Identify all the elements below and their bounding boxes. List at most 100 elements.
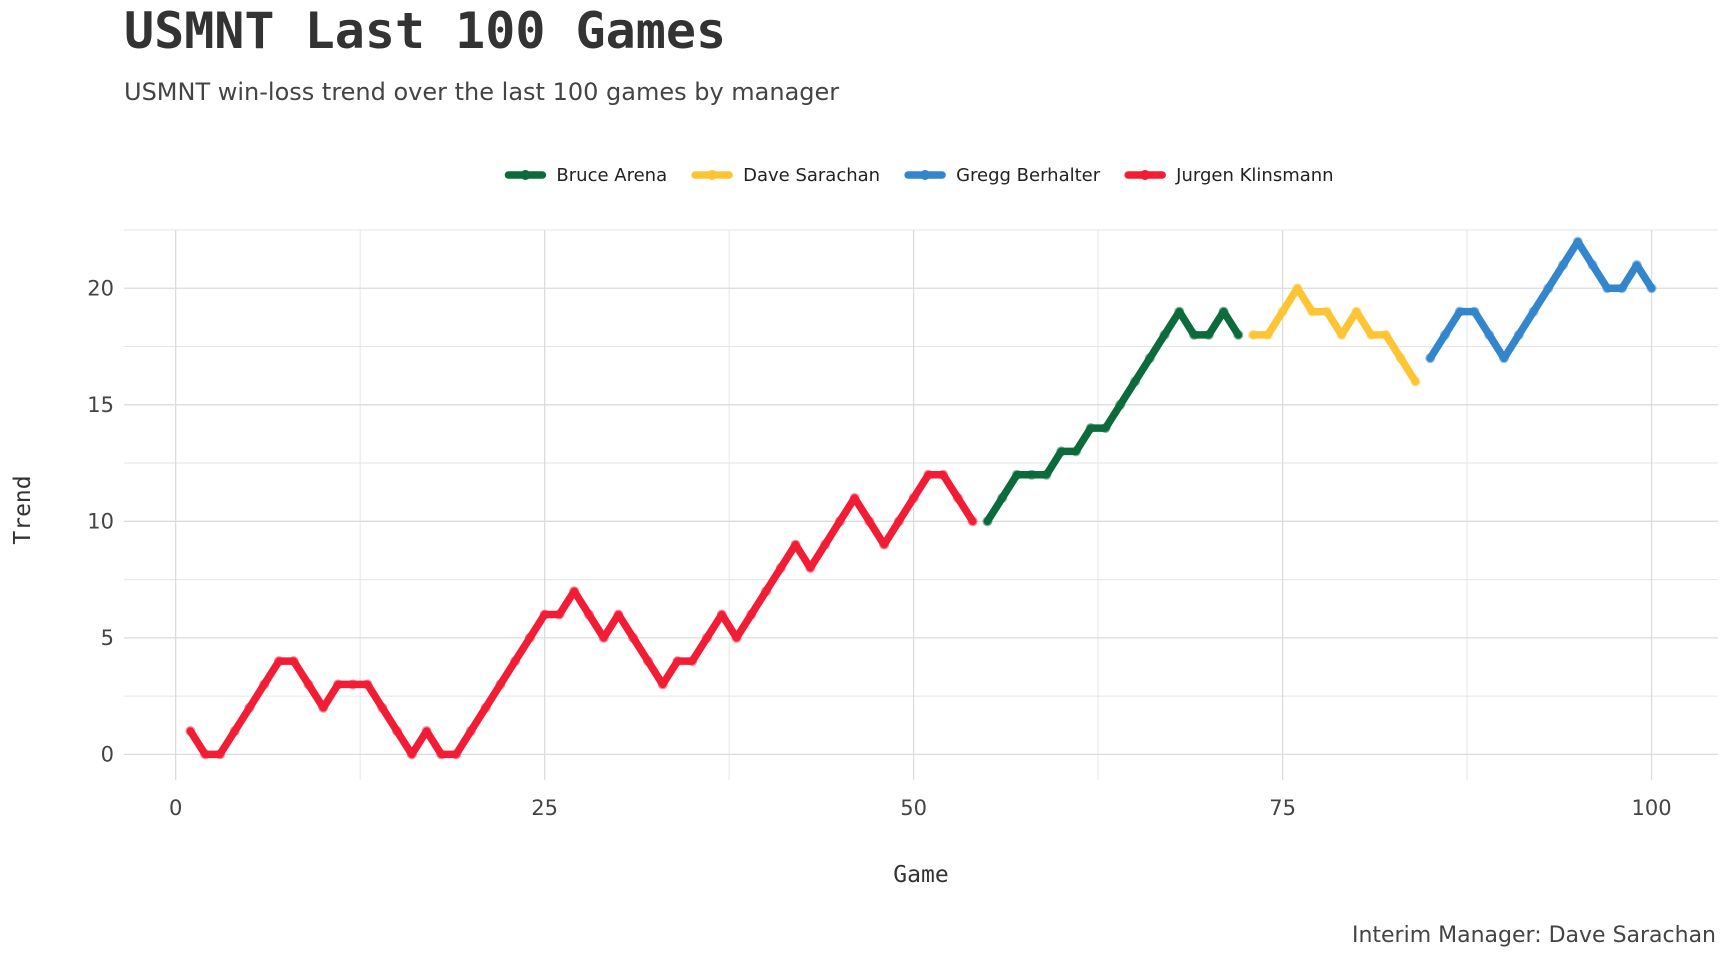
data-point <box>997 493 1008 504</box>
data-point <box>1233 329 1244 340</box>
y-axis-title: Trend <box>10 475 36 544</box>
data-point <box>539 609 550 620</box>
data-point <box>805 562 816 573</box>
x-tick-label: 25 <box>531 796 558 820</box>
data-point <box>1307 306 1318 317</box>
data-point <box>185 726 196 737</box>
data-point <box>1277 306 1288 317</box>
data-point <box>879 539 890 550</box>
data-point <box>1380 329 1391 340</box>
data-point <box>1646 283 1657 294</box>
data-point <box>1528 306 1539 317</box>
data-point <box>303 679 314 690</box>
data-point <box>1572 236 1583 247</box>
data-point <box>1617 283 1628 294</box>
legend-key-point <box>1140 170 1151 180</box>
data-point <box>908 493 919 504</box>
data-point <box>628 632 639 643</box>
data-point <box>436 749 447 760</box>
data-point <box>923 469 934 480</box>
data-point <box>229 726 240 737</box>
y-tick-label: 0 <box>101 742 114 766</box>
data-point <box>1218 306 1229 317</box>
data-point <box>1026 469 1037 480</box>
data-point <box>554 609 565 620</box>
data-point <box>1144 353 1155 364</box>
data-point <box>451 749 462 760</box>
data-point <box>672 656 683 667</box>
data-point <box>273 656 284 667</box>
data-point <box>333 679 344 690</box>
y-tick-label: 5 <box>101 626 114 650</box>
data-point <box>820 539 831 550</box>
data-point <box>1351 306 1362 317</box>
data-point <box>731 632 742 643</box>
series-line <box>186 470 977 759</box>
data-point <box>1159 329 1170 340</box>
data-point <box>938 469 949 480</box>
data-point <box>214 749 225 760</box>
data-point <box>583 609 594 620</box>
series-line <box>983 307 1243 526</box>
data-point <box>569 586 580 597</box>
data-point <box>613 609 624 620</box>
data-point <box>790 539 801 550</box>
data-point <box>495 679 506 690</box>
data-point <box>834 516 845 527</box>
x-tick-label: 0 <box>169 796 182 820</box>
data-point <box>318 702 329 713</box>
data-point <box>1631 259 1642 270</box>
data-point <box>849 493 860 504</box>
y-tick-label: 10 <box>87 509 114 533</box>
data-point <box>642 656 653 667</box>
data-point <box>421 726 432 737</box>
data-point <box>1410 376 1421 387</box>
chart-subtitle: USMNT win-loss trend over the last 100 g… <box>124 78 840 106</box>
data-point <box>200 749 211 760</box>
data-point <box>952 493 963 504</box>
series-line <box>1426 237 1656 362</box>
data-point <box>1070 446 1081 457</box>
data-point <box>1587 259 1598 270</box>
data-point <box>761 586 772 597</box>
data-point <box>406 749 417 760</box>
data-point <box>1100 423 1111 434</box>
series-line <box>1249 284 1420 386</box>
data-point <box>1513 329 1524 340</box>
data-point <box>598 632 609 643</box>
data-point <box>524 632 535 643</box>
data-point <box>1041 469 1052 480</box>
legend-label: Gregg Berhalter <box>956 165 1101 186</box>
legend-label: Dave Sarachan <box>743 165 880 186</box>
data-point <box>716 609 727 620</box>
x-tick-label: 75 <box>1269 796 1296 820</box>
legend: Bruce Arena Dave Sarachan Gregg Berhalter J… <box>504 165 1334 186</box>
data-point <box>967 516 978 527</box>
data-point <box>746 609 757 620</box>
grid-lines <box>124 229 1718 780</box>
data-point <box>480 702 491 713</box>
data-point <box>1115 399 1126 410</box>
data-point <box>657 679 668 690</box>
data-point <box>864 516 875 527</box>
legend-key-point <box>707 170 718 180</box>
data-point <box>1189 329 1200 340</box>
y-tick-label: 20 <box>87 276 114 300</box>
data-point <box>1130 376 1141 387</box>
data-point <box>1056 446 1067 457</box>
data-point <box>244 702 255 713</box>
data-point <box>1425 353 1436 364</box>
data-point <box>510 656 521 667</box>
data-point <box>392 726 403 737</box>
data-point <box>1439 329 1450 340</box>
data-point <box>687 656 698 667</box>
data-point <box>1498 353 1509 364</box>
legend-label: Bruce Arena <box>556 165 667 186</box>
data-point <box>1543 283 1554 294</box>
legend-label: Jurgen Klinsmann <box>1175 165 1333 186</box>
data-point <box>1085 423 1096 434</box>
data-point <box>1011 469 1022 480</box>
data-point <box>1484 329 1495 340</box>
data-point <box>1469 306 1480 317</box>
series-lines <box>185 236 1657 760</box>
